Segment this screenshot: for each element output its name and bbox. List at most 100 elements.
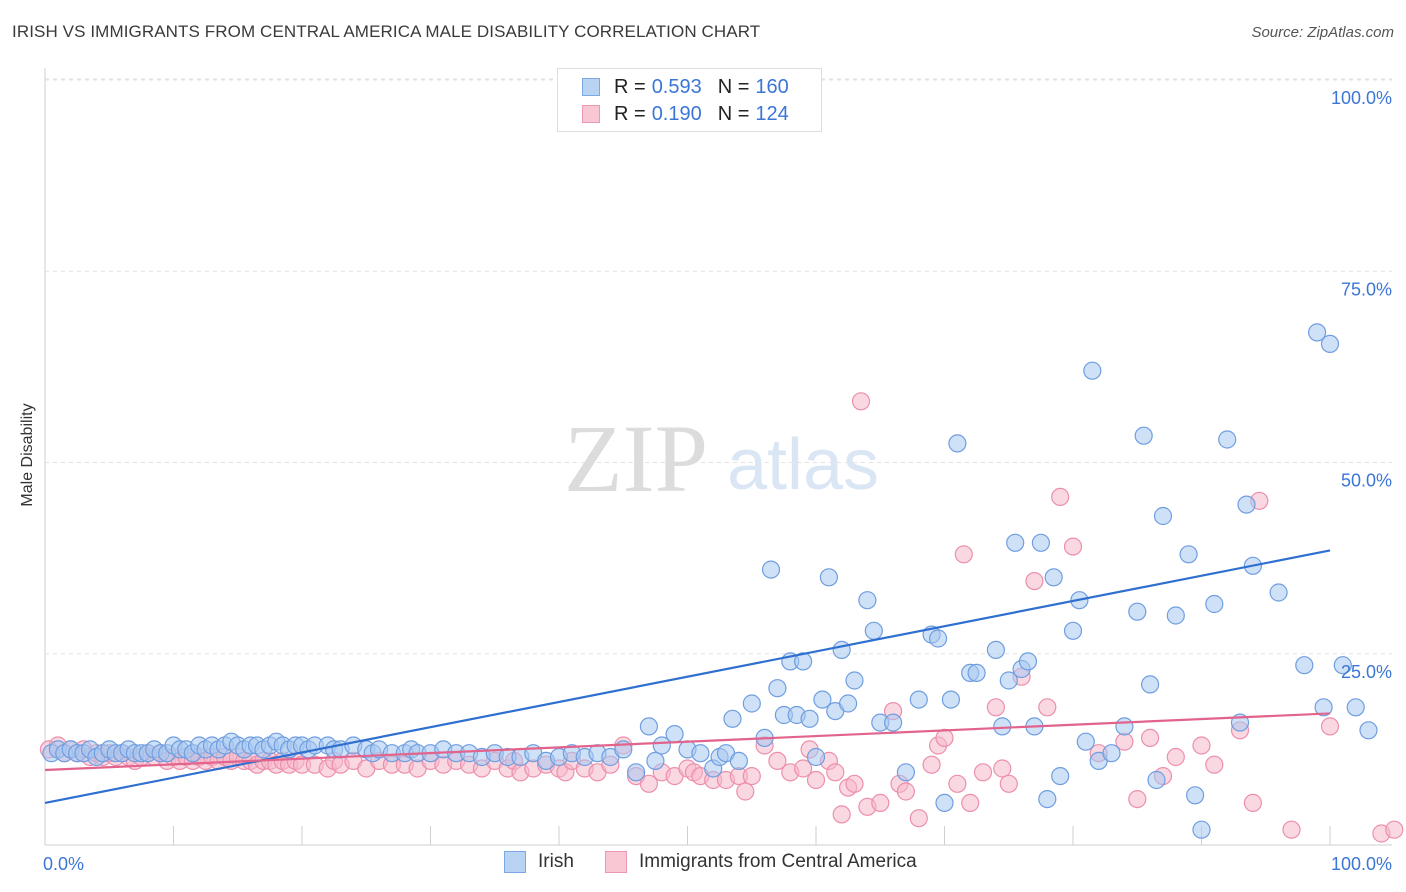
irish-point — [1192, 820, 1211, 839]
irish-point — [723, 709, 742, 728]
central-america-point — [1243, 793, 1263, 813]
central-america-point — [922, 755, 941, 774]
irish-point — [646, 751, 665, 771]
axis-layer — [44, 68, 1392, 846]
legend-n-value-central-america: 124 — [755, 102, 789, 125]
central-america-point — [845, 774, 864, 793]
irish-point — [1179, 545, 1198, 564]
irish-point — [883, 713, 903, 732]
chart-title: IRISH VS IMMIGRANTS FROM CENTRAL AMERICA… — [12, 22, 761, 41]
irish-point — [967, 663, 986, 683]
x-tick-label-max: 100.0% — [1331, 854, 1392, 874]
irish-point — [845, 671, 864, 690]
central-america-point — [1320, 717, 1340, 736]
irish-point — [1044, 568, 1063, 587]
irish-point — [1333, 656, 1352, 675]
central-america-point — [1038, 698, 1057, 717]
irish-point — [1295, 656, 1314, 675]
watermark-atlas: atlas — [727, 425, 879, 505]
legend-label-irish: Irish — [538, 851, 574, 872]
tick-labels: 25.0% 50.0% 75.0% 100.0% 0.0% 100.0% — [43, 88, 1392, 874]
central-america-point — [826, 763, 845, 782]
central-america-point — [1166, 747, 1185, 767]
central-america-point — [993, 759, 1012, 778]
central-america-point — [1385, 820, 1404, 839]
irish-point — [813, 690, 832, 709]
central-america-point — [806, 770, 826, 790]
legend-swatch-central-america — [582, 105, 600, 123]
central-america-trend-line — [44, 712, 1331, 772]
trend-layer — [44, 549, 1331, 805]
irish-point — [652, 736, 671, 755]
central-america-point — [999, 774, 1018, 793]
central-america-point — [1140, 728, 1160, 748]
source-credit: Source: ZipAtlas.com — [1251, 24, 1394, 41]
central-america-point — [1063, 537, 1083, 556]
irish-point — [1006, 533, 1025, 552]
legend-n-label: N = — [717, 102, 750, 125]
correlation-legend: R = 0.593 N = 160 R = 0.190 N = 124 — [557, 68, 822, 132]
irish-point — [909, 690, 928, 709]
legend-swatch-irish — [504, 851, 526, 873]
irish-point — [768, 679, 787, 698]
legend-r-label: R = — [614, 102, 646, 125]
irish-point — [1205, 594, 1224, 614]
central-america-point — [768, 751, 787, 771]
irish-point — [999, 671, 1018, 690]
irish-point — [1185, 786, 1205, 805]
central-america-point — [1205, 755, 1224, 774]
irish-point — [1083, 361, 1102, 380]
irish-point — [1031, 533, 1051, 552]
irish-point — [742, 694, 761, 713]
irish-point — [1038, 789, 1057, 809]
central-america-point — [1128, 789, 1147, 809]
central-america-point — [742, 766, 761, 786]
legend-r-value-irish: 0.593 — [651, 75, 702, 98]
irish-point — [1153, 506, 1173, 526]
central-america-points — [39, 392, 1404, 843]
irish-point — [1147, 770, 1166, 790]
central-america-point — [986, 698, 1006, 717]
central-america-point — [793, 759, 813, 778]
central-america-point — [909, 809, 928, 828]
central-america-point — [896, 782, 916, 801]
y-tick-label: 25.0% — [1341, 662, 1392, 682]
irish-point — [1314, 698, 1333, 717]
x-tick-label-min: 0.0% — [43, 854, 84, 874]
legend-swatch-irish — [582, 78, 600, 96]
legend-swatch-central-america — [605, 851, 627, 873]
irish-point — [1018, 652, 1038, 671]
central-america-point — [832, 805, 851, 824]
central-america-point — [954, 545, 973, 564]
irish-point — [1166, 606, 1185, 625]
legend-row-irish: R = 0.593 N = 160 — [582, 75, 789, 99]
irish-point — [761, 560, 781, 579]
irish-point — [1102, 744, 1121, 763]
irish-point — [1076, 732, 1095, 751]
watermark-zip: ZIP — [564, 405, 708, 512]
legend-item-irish: Irish — [504, 851, 574, 873]
central-america-point — [961, 793, 980, 813]
irish-point — [941, 690, 961, 709]
legend-row-central-america: R = 0.190 N = 124 — [582, 102, 789, 126]
y-axis-label: Male Disability — [19, 403, 36, 507]
central-america-point — [1282, 820, 1301, 839]
legend-item-central-america: Immigrants from Central America — [605, 851, 917, 873]
irish-point — [864, 621, 883, 640]
central-america-point — [935, 728, 954, 748]
irish-point — [1237, 495, 1256, 514]
irish-point — [626, 763, 646, 782]
irish-point — [832, 640, 851, 660]
irish-point — [691, 744, 710, 763]
irish-point — [665, 724, 684, 744]
irish-point — [1128, 602, 1147, 621]
irish-point — [1134, 426, 1153, 445]
irish-point — [838, 694, 858, 713]
irish-point — [928, 629, 948, 648]
irish-points — [42, 323, 1378, 839]
irish-point — [993, 717, 1012, 736]
irish-point — [1115, 717, 1134, 736]
legend-n-value-irish: 160 — [755, 75, 789, 98]
irish-point — [1269, 583, 1288, 602]
